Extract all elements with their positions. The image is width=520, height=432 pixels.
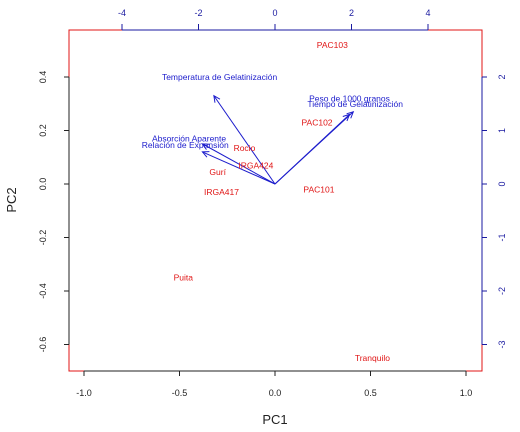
x-axis-top: -4 -2 0 2 4 bbox=[118, 8, 431, 31]
loading-label: Tiempo de Gelatinización bbox=[307, 99, 403, 109]
right-tick-label: -2 bbox=[497, 287, 507, 295]
loading-arrows bbox=[201, 94, 355, 185]
loading-label: Temperatura de Gelatinización bbox=[162, 72, 278, 82]
top-tick-label: 4 bbox=[425, 8, 430, 18]
observation-label: Rocio bbox=[234, 143, 256, 153]
top-tick-label: -4 bbox=[118, 8, 126, 18]
observation-labels: PAC103 PAC102 PAC101 Rocio IRGA424 Gurí IRGA41… bbox=[174, 40, 391, 363]
loading-labels: Temperatura de Gelatinización Peso de 100… bbox=[142, 72, 404, 150]
observation-label: PAC101 bbox=[303, 184, 334, 194]
observation-label: Tranquilo bbox=[355, 353, 390, 363]
x-tick-label: -0.5 bbox=[172, 388, 188, 398]
y-tick-label: -0.4 bbox=[38, 283, 48, 299]
loading-arrowhead bbox=[201, 151, 210, 158]
x-tick-label: 1.0 bbox=[460, 388, 473, 398]
loading-arrowhead bbox=[342, 113, 351, 122]
x-tick-label: 0.0 bbox=[269, 388, 282, 398]
top-tick-label: 2 bbox=[349, 8, 354, 18]
loading-label: Absorción Aparente bbox=[152, 134, 226, 144]
loading-arrow bbox=[202, 143, 276, 185]
y-axis-left: -0.6 -0.4 -0.2 0.0 0.2 0.4 bbox=[38, 71, 70, 353]
observation-label: IRGA424 bbox=[238, 160, 273, 170]
y-tick-label: 0.4 bbox=[38, 71, 48, 84]
x-axis-title: PC1 bbox=[262, 412, 287, 427]
y-tick-label: -0.2 bbox=[38, 230, 48, 246]
loading-arrow bbox=[213, 95, 276, 185]
right-tick-label: 0 bbox=[497, 181, 507, 186]
right-tick-label: 1 bbox=[497, 128, 507, 133]
loading-arrowhead bbox=[201, 143, 210, 150]
y-tick-label: 0.0 bbox=[38, 178, 48, 191]
y-axis-title: PC2 bbox=[4, 187, 19, 212]
x-tick-label: -1.0 bbox=[76, 388, 92, 398]
observation-label: Puita bbox=[174, 273, 194, 283]
top-tick-label: 0 bbox=[272, 8, 277, 18]
loading-arrowhead bbox=[346, 110, 355, 119]
observation-label: PAC102 bbox=[302, 117, 333, 127]
x-axis-bottom: -1.0 -0.5 0.0 0.5 1.0 bbox=[76, 370, 473, 398]
observation-label: Gurí bbox=[209, 167, 226, 177]
top-tick-label: -2 bbox=[194, 8, 202, 18]
right-tick-label: -1 bbox=[497, 233, 507, 241]
right-tick-label: 2 bbox=[497, 74, 507, 79]
y-tick-label: -0.6 bbox=[38, 337, 48, 353]
loading-arrow bbox=[202, 151, 276, 185]
right-tick-label: -3 bbox=[497, 340, 507, 348]
loading-arrow bbox=[274, 114, 350, 185]
x-tick-label: 0.5 bbox=[364, 388, 377, 398]
y-axis-right: -3 -2 -1 0 1 2 bbox=[481, 74, 507, 349]
loading-label: Peso de 1000 granos bbox=[309, 93, 390, 103]
loading-label: Relación de Expansión bbox=[142, 140, 229, 150]
loading-arrowhead bbox=[213, 94, 221, 103]
y-tick-label: 0.2 bbox=[38, 124, 48, 137]
observation-label: IRGA417 bbox=[204, 187, 239, 197]
observation-label: PAC103 bbox=[317, 40, 348, 50]
